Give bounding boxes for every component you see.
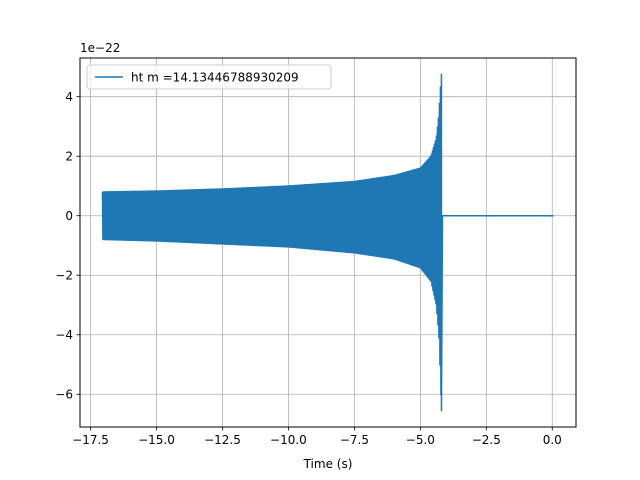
x-tick-label: −10.0: [270, 433, 307, 447]
y-offset-label: 1e−22: [80, 41, 120, 55]
y-tick-label: −2: [55, 268, 73, 282]
y-tick-label: −6: [55, 387, 73, 401]
x-axis-label: Time (s): [303, 457, 353, 471]
y-tick-label: 2: [65, 149, 73, 163]
series-layer: [101, 73, 554, 412]
legend-label: ht m =14.13446788930209: [131, 71, 299, 85]
y-tick-label: −4: [55, 328, 73, 342]
y-tick-label: 0: [65, 209, 73, 223]
x-tick-label: −12.5: [204, 433, 241, 447]
x-tick-label: −15.0: [138, 433, 175, 447]
series-line: [101, 73, 554, 412]
legend: ht m =14.13446788930209: [86, 64, 332, 90]
legend-box: [86, 64, 332, 90]
x-tick-label: −5.0: [406, 433, 435, 447]
x-tick-label: 0.0: [543, 433, 562, 447]
x-tick-label: −17.5: [72, 433, 109, 447]
x-axis-ticks: −17.5 −15.0 −12.5 −10.0 −7.5 −5.0 −2.5 0.0: [72, 427, 562, 447]
plot-frame: [79, 57, 577, 428]
y-tick-label: 4: [65, 90, 73, 104]
x-tick-label: −2.5: [472, 433, 501, 447]
y-axis-ticks: −6 −4 −2 0 2 4: [55, 90, 80, 401]
x-tick-label: −7.5: [340, 433, 369, 447]
